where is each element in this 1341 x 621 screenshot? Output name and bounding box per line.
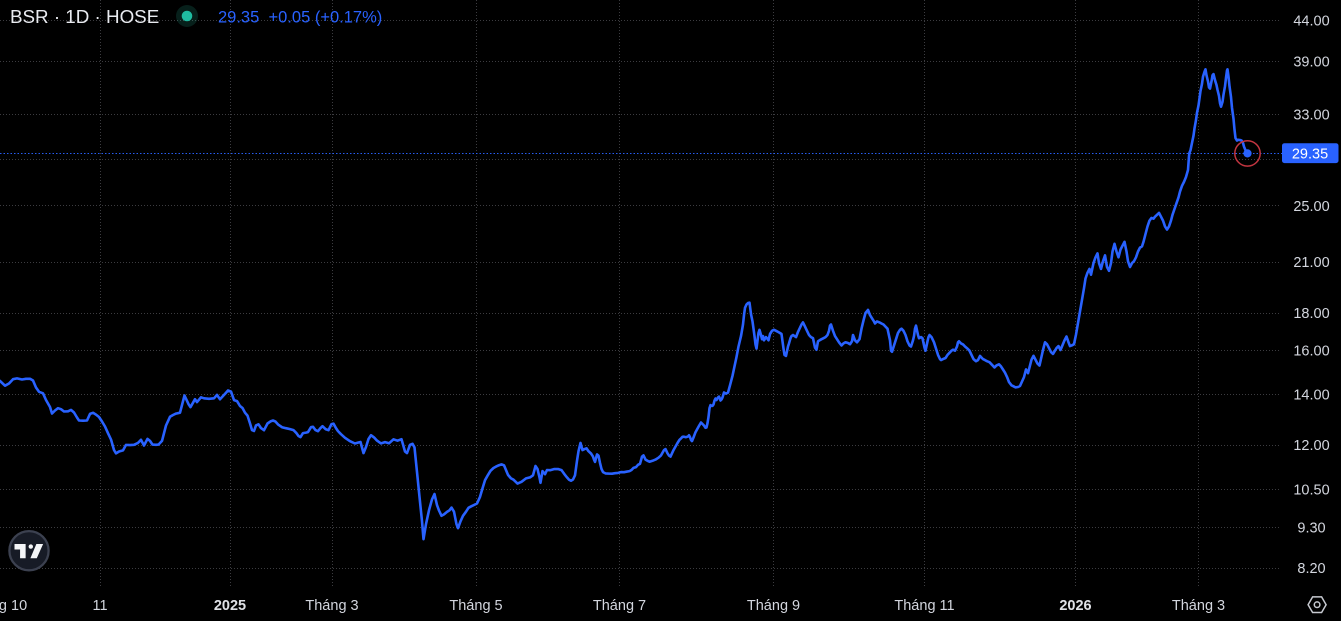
svg-text:+0.05 (+0.17%): +0.05 (+0.17%) <box>269 9 383 27</box>
svg-text:33.00: 33.00 <box>1293 108 1329 124</box>
svg-text:8.20: 8.20 <box>1297 561 1325 577</box>
svg-text:2025: 2025 <box>214 598 246 614</box>
svg-text:9.30: 9.30 <box>1297 520 1325 536</box>
svg-text:44.00: 44.00 <box>1293 14 1329 30</box>
svg-text:12.00: 12.00 <box>1293 438 1329 454</box>
svg-text:2026: 2026 <box>1059 598 1091 614</box>
svg-text:10.50: 10.50 <box>1293 482 1329 498</box>
svg-text:Tháng 11: Tháng 11 <box>894 598 954 614</box>
svg-text:BSR · 1D · HOSE: BSR · 1D · HOSE <box>10 6 159 27</box>
svg-text:11: 11 <box>92 598 107 614</box>
svg-text:Tháng 5: Tháng 5 <box>449 598 502 614</box>
svg-text:Tháng 10: Tháng 10 <box>0 598 27 614</box>
svg-text:29.35: 29.35 <box>218 9 259 27</box>
svg-text:Tháng 3: Tháng 3 <box>1172 598 1225 614</box>
svg-text:29.35: 29.35 <box>1292 146 1328 162</box>
svg-text:Tháng 9: Tháng 9 <box>747 598 800 614</box>
svg-text:Tháng 3: Tháng 3 <box>305 598 358 614</box>
svg-text:18.00: 18.00 <box>1293 306 1329 322</box>
svg-text:Tháng 7: Tháng 7 <box>593 598 646 614</box>
svg-text:14.00: 14.00 <box>1293 388 1329 404</box>
svg-text:21.00: 21.00 <box>1293 255 1329 271</box>
svg-text:16.00: 16.00 <box>1293 344 1329 360</box>
svg-text:39.00: 39.00 <box>1293 55 1329 71</box>
svg-text:25.00: 25.00 <box>1293 199 1329 215</box>
